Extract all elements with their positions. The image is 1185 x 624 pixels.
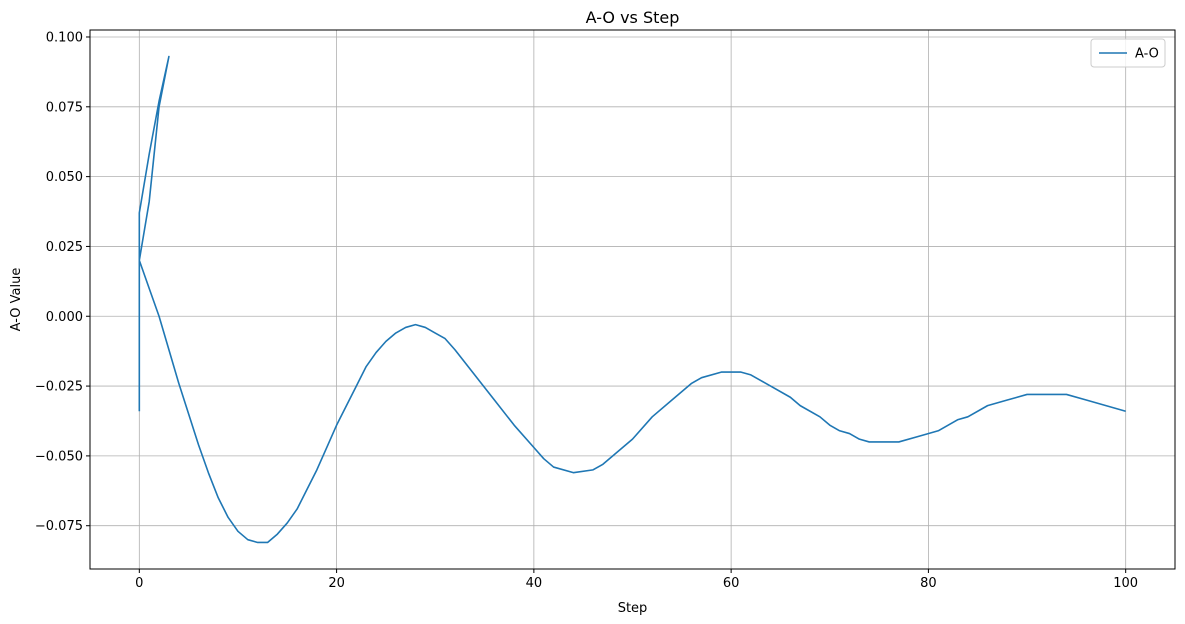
series-line-a-o: [138, 55, 1126, 544]
x-tick-label: 0: [135, 576, 143, 591]
legend-box: [1090, 38, 1166, 68]
grid: [90, 30, 1175, 569]
y-axis-label: A-O Value: [9, 268, 24, 332]
x-tick-label: 60: [723, 576, 740, 591]
x-tick-label: 100: [1113, 576, 1138, 591]
y-tick-label: 0.000: [46, 310, 83, 325]
chart-title: A-O vs Step: [586, 8, 680, 27]
y-tick-label: 0.025: [46, 240, 83, 255]
x-tick-label: 40: [526, 576, 543, 591]
series-layer: [138, 55, 1126, 544]
legend-label: A-O: [1135, 47, 1159, 62]
x-axis-label: Step: [618, 601, 648, 616]
legend: A-O: [1090, 38, 1166, 68]
y-axis-ticks: −0.075 −0.050 −0.025 0.000 0.025 0.050 0.075 0.…: [35, 30, 90, 534]
x-tick-label: 80: [920, 576, 937, 591]
x-axis-ticks: 0 20 40 60 80 100: [135, 569, 1138, 591]
y-tick-label: −0.075: [35, 519, 83, 534]
x-tick-label: 20: [328, 576, 345, 591]
y-tick-label: 0.075: [46, 100, 83, 115]
y-tick-label: 0.050: [46, 170, 83, 185]
y-tick-label: −0.025: [35, 380, 83, 395]
plot-frame: [89, 29, 1176, 570]
y-tick-label: −0.050: [35, 449, 83, 464]
y-tick-label: 0.100: [46, 30, 83, 45]
